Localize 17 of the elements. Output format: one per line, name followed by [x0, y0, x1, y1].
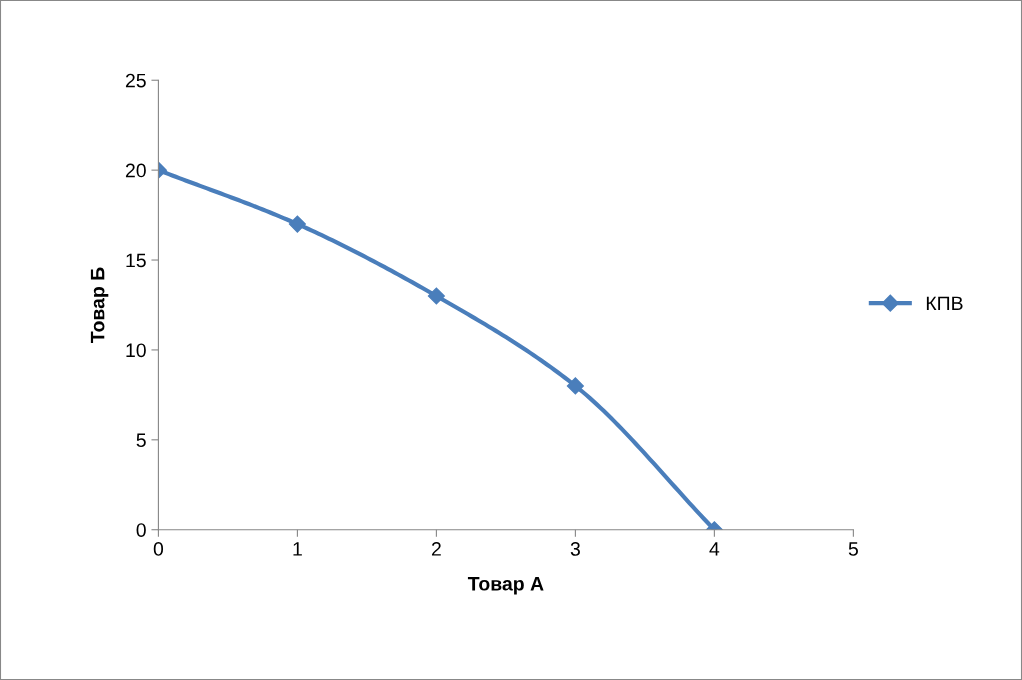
x-tick-label: 3 [570, 542, 580, 556]
y-tick-label: 20 [125, 163, 146, 178]
y-tick-label: 25 [125, 73, 146, 88]
legend-label: КПВ [926, 296, 963, 311]
x-tick-label: 0 [153, 542, 164, 556]
point [288, 215, 306, 233]
y-tick-label: 0 [136, 523, 146, 537]
x-tick-label: 5 [848, 542, 858, 556]
y-tick-label: 15 [126, 253, 146, 268]
x-tick-label: 4 [709, 542, 720, 556]
y-tick-label: 10 [126, 343, 146, 358]
point [427, 287, 445, 305]
y-tick-label: 5 [136, 433, 146, 448]
y-axis-title: Товар Б [90, 267, 109, 343]
x-tick-label: 2 [431, 542, 441, 556]
x-tick-label: 1 [293, 542, 302, 556]
x-axis-title: Товар А [467, 577, 544, 595]
